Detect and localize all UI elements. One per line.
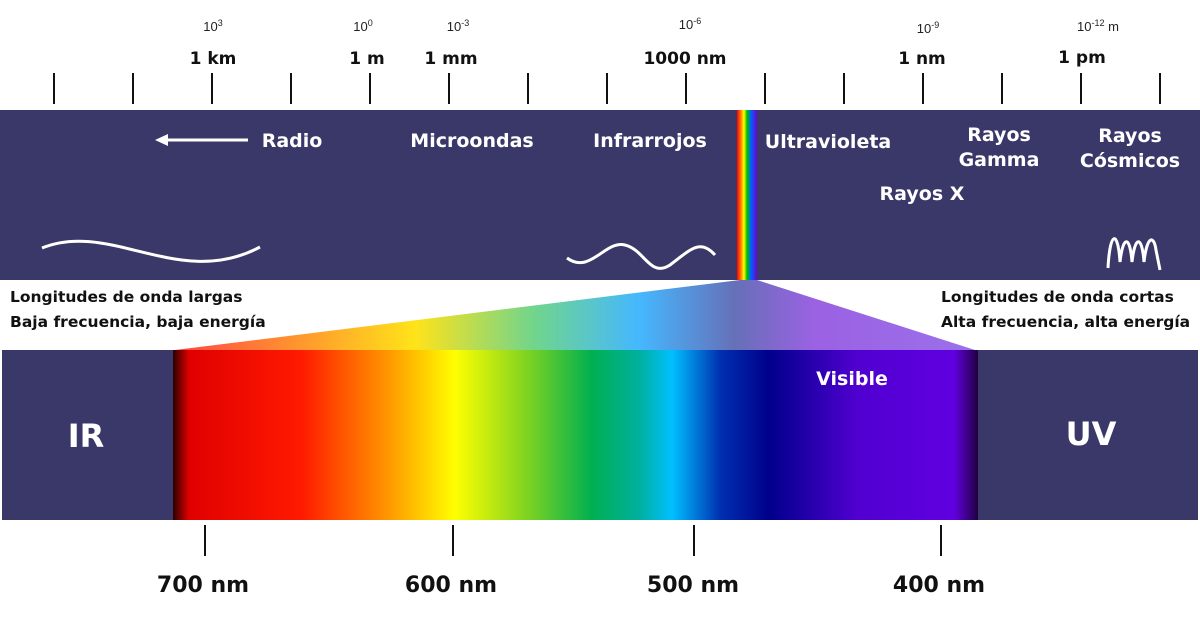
exp-label: 10-3 [447,18,469,34]
exp-label: 10-6 [679,16,701,32]
visible-label: Visible [816,368,888,390]
unit-label: 1 m [349,49,384,69]
unit-label: 1 mm [424,49,477,69]
band-infrared: Infrarrojos [593,130,707,152]
exponent-labels: 103 100 10-3 10-6 10-9 10-12 m [203,16,1119,36]
unit-label: 1000 nm [643,49,726,69]
unit-label: 1 nm [898,49,946,69]
visible-spectrum-bar [173,350,978,520]
band-gamma: Rayos Gamma [959,124,1040,171]
note-long-wavelength: Longitudes de onda largas [10,288,242,306]
band-ultraviolet: Ultravioleta [765,131,891,153]
nm-ticks [204,525,942,556]
uv-label: UV [1066,415,1117,453]
nm-label-600: 600 nm [405,573,497,598]
exp-label: 103 [203,18,222,34]
short-wave-icon [1106,237,1162,271]
wavelength-scale-ticks [53,73,1161,104]
band-microwave: Microondas [410,130,533,152]
uv-box [975,350,1198,520]
unit-labels: 1 km 1 m 1 mm 1000 nm 1 nm 1 pm [190,48,1106,69]
medium-wave-icon [566,243,717,270]
band-xray: Rayos X [880,183,965,205]
nm-label-500: 500 nm [647,573,739,598]
note-high-frequency: Alta frecuencia, alta energía [941,313,1190,331]
dispersion-fan [175,280,975,350]
nm-label-700: 700 nm [157,573,249,598]
band-radio: Radio [262,130,323,152]
exp-label: 10-12 m [1077,18,1119,34]
spectrum-band [0,110,1200,280]
long-wave-icon [41,239,261,263]
band-cosmic: Rayos Cósmicos [1080,125,1180,172]
note-short-wavelength: Longitudes de onda cortas [941,288,1174,306]
exp-label: 10-9 [917,20,939,36]
ir-box [2,350,177,520]
nm-label-400: 400 nm [893,573,985,598]
note-low-frequency: Baja frecuencia, baja energía [10,313,266,331]
ir-label: IR [68,417,105,455]
exp-label: 100 [353,18,372,34]
arrow-left-icon [155,134,248,146]
visible-strip [737,110,757,280]
unit-label: 1 km [190,49,237,69]
unit-label: 1 pm [1058,48,1106,68]
